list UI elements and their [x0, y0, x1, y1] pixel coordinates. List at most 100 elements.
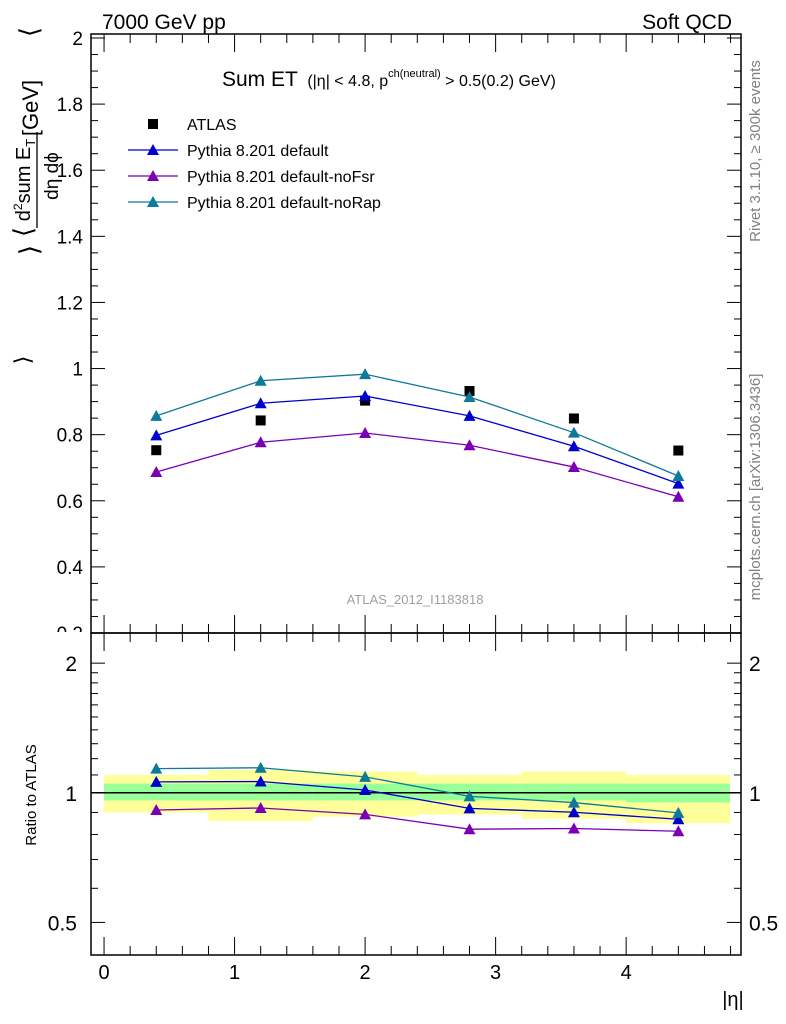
mc-point — [359, 368, 372, 380]
ratio-point — [567, 822, 580, 834]
ratio-line — [156, 767, 679, 814]
plot-title: Sum ET (|η| < 4.8, pch(neutral) > 0.5(0.… — [222, 68, 556, 91]
mc-point — [150, 466, 163, 478]
legend: ATLAS Pythia 8.201 default Pythia 8.201 de… — [128, 117, 381, 212]
legend-label: Pythia 8.201 default-noRap — [187, 195, 381, 212]
ratio-point — [463, 802, 476, 814]
mcplots-label: mcplots.cern.ch [arXiv:1306.3436] — [747, 374, 764, 601]
main-series — [150, 368, 685, 502]
x-tick-label: 1 — [229, 962, 240, 984]
atlas-point — [568, 413, 579, 424]
ratio-point — [672, 813, 685, 825]
legend-marker — [147, 170, 159, 181]
y-tick-label: 1.2 — [57, 293, 83, 314]
legend-marker — [147, 144, 159, 155]
mc-line — [156, 432, 679, 498]
legend-marker-atlas — [148, 119, 158, 129]
svg-text:⟩: ⟩ — [10, 356, 35, 365]
y-tick-label: 0.4 — [57, 558, 84, 579]
svg-text:[GeV]: [GeV] — [18, 80, 43, 136]
ratio-point — [254, 801, 267, 813]
ratio-point — [150, 775, 163, 787]
atlas-point — [255, 415, 266, 426]
y-tick-label: 2 — [72, 29, 83, 50]
y-tick-label: 0.6 — [57, 492, 83, 513]
x-tick-label: 0 — [98, 962, 109, 984]
ratio-point — [359, 770, 372, 782]
ratio-point — [567, 806, 580, 818]
analysis-watermark: ATLAS_2012_I1183818 — [347, 592, 484, 607]
mc-point — [359, 427, 372, 439]
y-tick-label: 0.8 — [57, 426, 83, 447]
y-tick-label: 0.2 — [57, 624, 83, 645]
legend-label: Pythia 8.201 default — [187, 143, 329, 160]
y-tick-label: 1.6 — [57, 161, 83, 182]
y-axis-label: ⟨ ⟩ — [8, 227, 38, 364]
ratio-line — [156, 780, 679, 820]
ratio-point — [672, 806, 685, 818]
svg-text:dη dϕ: dη dϕ — [42, 152, 63, 200]
ratio-point — [150, 762, 163, 774]
y-axis-fraction: d2sum ET dη dϕ ⟨ [GeV] ⟩ — [11, 27, 63, 255]
mc-point — [672, 490, 685, 502]
ratio-point — [672, 825, 685, 837]
ratio-tick-label-right: 2 — [749, 653, 761, 676]
main-y-ticks: 0.2 0.4 0.6 0.8 1 1.2 1.4 1.6 1.8 2 — [57, 29, 741, 645]
mc-point — [463, 390, 476, 402]
x-ticks: 0 1 2 3 4 — [98, 34, 732, 984]
header-left: 7000 GeV pp — [102, 11, 226, 34]
ratio-point — [359, 783, 372, 795]
mc-point — [150, 429, 163, 441]
legend-marker — [147, 196, 159, 207]
mc-point — [254, 397, 267, 409]
mc-point — [359, 389, 372, 401]
svg-text:d2sum ET: d2sum ET — [11, 139, 38, 222]
svg-text:⟩: ⟩ — [14, 245, 44, 255]
y-tick-label: 1.8 — [57, 95, 83, 116]
mc-line — [156, 395, 679, 485]
atlas-point — [151, 445, 162, 456]
ratio-tick-label: 0.5 — [48, 912, 77, 935]
ratio-point — [254, 775, 267, 787]
svg-text:⟨: ⟨ — [8, 227, 38, 237]
svg-text:⟨: ⟨ — [14, 27, 44, 37]
header-right: Soft QCD — [642, 11, 732, 34]
ratio-tick-label: 1 — [65, 783, 77, 806]
ratio-tick-label-right: 0.5 — [749, 912, 778, 935]
ratio-point — [254, 761, 267, 773]
ratio-point — [463, 823, 476, 835]
ratio-line — [156, 807, 679, 832]
mc-point — [254, 436, 267, 448]
y-tick-label: 1.4 — [57, 227, 84, 248]
ratio-plot-frame — [90, 632, 742, 956]
ratio-point — [463, 790, 476, 802]
mc-point — [567, 461, 580, 473]
x-axis-label: |η| — [722, 989, 744, 1011]
mc-line — [156, 373, 679, 477]
ratio-tick-label-right: 1 — [749, 783, 761, 806]
x-tick-label: 2 — [360, 962, 371, 984]
x-tick-label: 3 — [490, 962, 501, 984]
ratio-point — [567, 796, 580, 808]
legend-label: Pythia 8.201 default-noFsr — [187, 169, 375, 186]
ratio-series — [150, 761, 685, 837]
mc-point — [672, 477, 685, 489]
mc-point — [672, 469, 685, 481]
ratio-bands — [104, 769, 730, 824]
mc-point — [567, 440, 580, 452]
mc-point — [254, 374, 267, 386]
y-tick-label: 1 — [72, 360, 83, 381]
ratio-tick-label: 2 — [65, 653, 77, 676]
ratio-point — [150, 804, 163, 816]
ratio-y-ticks: 0.5 0.5 1 1 2 2 — [48, 653, 778, 935]
x-tick-label: 4 — [621, 962, 632, 984]
mc-point — [567, 426, 580, 438]
ratio-y-label: Ratio to ATLAS — [23, 744, 40, 845]
mc-point — [463, 439, 476, 451]
ratio-point — [359, 808, 372, 820]
mc-point — [463, 409, 476, 421]
legend-label: ATLAS — [187, 117, 237, 134]
rivet-label: Rivet 3.1.10, ≥ 300k events — [747, 60, 764, 242]
mc-point — [150, 409, 163, 421]
